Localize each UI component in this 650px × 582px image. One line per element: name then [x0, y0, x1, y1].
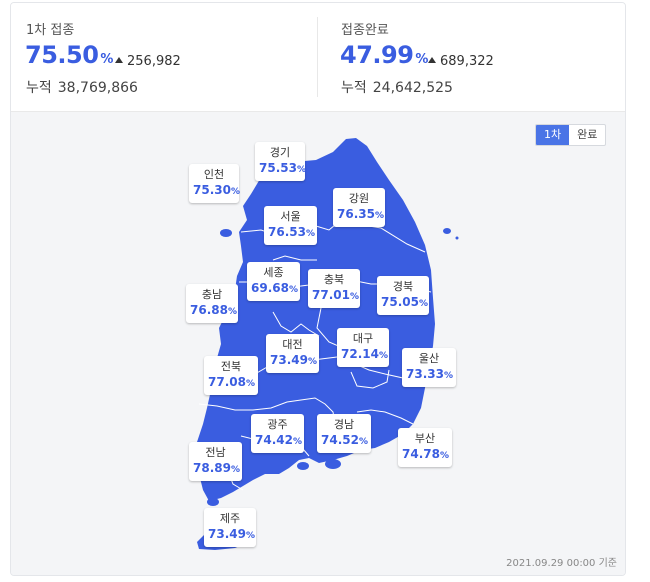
region-name: 충북: [323, 273, 345, 286]
region-name: 부산: [414, 432, 436, 445]
region-name: 전북: [220, 360, 242, 373]
ganghwa-island: [220, 229, 232, 237]
region-name: 경기: [269, 146, 291, 159]
region-name: 세종: [263, 266, 284, 279]
region-name: 대구: [352, 332, 374, 345]
region-chungbuk[interactable]: 충북 77.01%: [308, 269, 360, 308]
region-jeonbuk[interactable]: 전북 77.08%: [204, 356, 258, 395]
region-gyeonggi[interactable]: 경기 75.53%: [255, 142, 306, 181]
first-dose-delta: 256,982: [115, 54, 181, 69]
region-rate: 76.88%: [190, 303, 237, 317]
toggle-first-dose-button[interactable]: 1차: [536, 125, 570, 145]
region-name: 경남: [333, 418, 355, 431]
completed-total-value: 24,642,525: [372, 80, 453, 96]
region-rate: 75.30%: [193, 183, 240, 197]
region-sejong[interactable]: 세종 69.68%: [247, 262, 300, 301]
increase-arrow-icon: [428, 57, 436, 63]
region-name: 대전: [282, 338, 303, 351]
region-name: 강원: [348, 192, 370, 205]
region-daegu[interactable]: 대구 72.14%: [337, 328, 389, 367]
first-dose-total: 누적 38,769,866: [26, 77, 138, 97]
region-rate: 69.68%: [251, 281, 298, 295]
region-seoul[interactable]: 서울 76.53%: [264, 206, 317, 245]
dose-toggle: 1차 완료: [535, 124, 607, 146]
region-rate: 72.14%: [341, 347, 388, 361]
completed-delta-value: 689,322: [440, 54, 494, 69]
region-rate: 74.42%: [255, 433, 302, 447]
region-rate: 76.53%: [268, 225, 315, 239]
region-rate: 76.35%: [337, 207, 384, 221]
first-dose-label: 1차 접종: [26, 23, 75, 38]
region-gyeongbuk[interactable]: 경북 75.05%: [377, 276, 429, 315]
region-name: 서울: [280, 210, 301, 223]
ulleung-island: [443, 228, 451, 234]
region-jeonnam[interactable]: 전남 78.89%: [189, 442, 242, 481]
first-dose-total-value: 38,769,866: [57, 80, 138, 96]
region-daejeon[interactable]: 대전 73.49%: [266, 334, 319, 373]
region-name: 울산: [418, 352, 440, 365]
region-rate: 73.33%: [406, 367, 453, 381]
region-busan[interactable]: 부산 74.78%: [398, 428, 452, 467]
region-name: 광주: [267, 418, 288, 431]
completed-rate-unit: %: [415, 52, 429, 67]
namhae-island: [297, 462, 309, 470]
toggle-complete-button[interactable]: 완료: [577, 128, 598, 141]
region-rate: 75.05%: [381, 295, 428, 309]
region-rate: 77.08%: [208, 375, 255, 389]
first-dose-total-label: 누적: [26, 80, 52, 96]
region-rate: 74.52%: [321, 433, 368, 447]
regional-map-area: 1차 완료: [11, 111, 625, 575]
completed-total: 누적 24,642,525: [341, 77, 453, 97]
summary-stats: 1차 접종 75.50% 256,982 누적 38,769,866 접종완료 4…: [11, 3, 625, 111]
geoje-island: [325, 459, 341, 469]
data-timestamp: 2021.09.29 00:00 기준: [506, 558, 617, 569]
region-ulsan[interactable]: 울산 73.33%: [402, 348, 456, 387]
first-dose-rate-unit: %: [100, 52, 114, 67]
region-rate: 73.49%: [208, 527, 255, 541]
first-dose-stat: 1차 접종 75.50% 256,982 누적 38,769,866: [11, 3, 317, 111]
dokdo-island: [455, 236, 459, 240]
region-name: 충남: [201, 288, 223, 301]
region-name: 인천: [203, 168, 225, 181]
region-gangwon[interactable]: 강원 76.35%: [333, 188, 385, 227]
completed-stat: 접종완료 47.99% 689,322 누적 24,642,525: [317, 17, 625, 97]
vaccination-card: 1차 접종 75.50% 256,982 누적 38,769,866 접종완료 4…: [10, 2, 626, 576]
first-dose-delta-value: 256,982: [127, 54, 181, 69]
increase-arrow-icon: [115, 57, 123, 63]
completed-rate: 47.99%: [340, 41, 428, 69]
region-name: 전남: [205, 446, 226, 459]
region-name: 경북: [392, 280, 414, 293]
region-incheon[interactable]: 인천 75.30%: [189, 164, 240, 203]
jindo-island: [207, 498, 219, 506]
first-dose-rate: 75.50%: [25, 41, 113, 69]
region-gyeongnam[interactable]: 경남 74.52%: [317, 414, 371, 453]
region-name: 제주: [219, 512, 241, 525]
completed-delta: 689,322: [428, 54, 494, 69]
region-jeju[interactable]: 제주 73.49%: [204, 508, 256, 547]
completed-rate-value: 47.99: [340, 41, 414, 69]
region-rate: 73.49%: [270, 353, 317, 367]
region-rate: 78.89%: [193, 461, 240, 475]
region-gwangju[interactable]: 광주 74.42%: [251, 414, 304, 453]
region-rate: 74.78%: [402, 447, 449, 461]
region-rate: 77.01%: [312, 288, 359, 302]
completed-label: 접종완료: [341, 23, 389, 38]
completed-total-label: 누적: [341, 80, 367, 96]
region-chungnam[interactable]: 충남 76.88%: [186, 284, 238, 323]
region-rate: 75.53%: [259, 161, 306, 175]
first-dose-rate-value: 75.50: [25, 41, 99, 69]
